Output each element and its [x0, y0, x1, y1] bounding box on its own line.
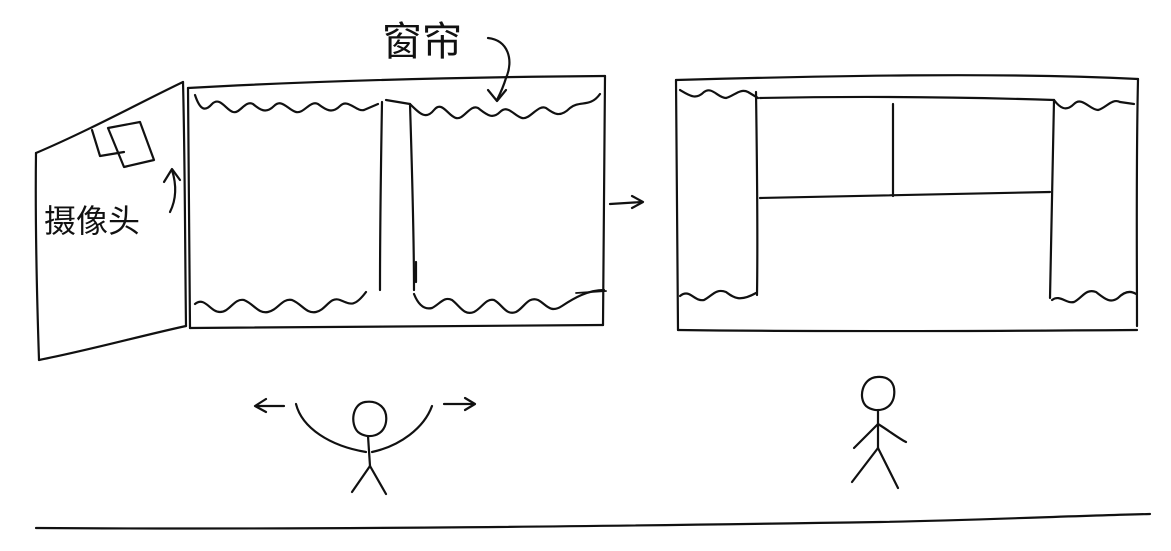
camera-icon: [92, 122, 154, 167]
left-curtain-left-panel: [195, 95, 382, 312]
floor-line: [36, 514, 1150, 529]
person-standing-figure: [852, 377, 906, 488]
left-curtain-right-panel: [386, 94, 606, 313]
person-gesturing-figure: [255, 398, 475, 494]
left-window: [188, 76, 605, 328]
right-curtain-left-panel: [680, 90, 758, 300]
right-curtain-right-panel: [1050, 100, 1136, 302]
right-window: [676, 75, 1138, 331]
right-window-frame: [760, 97, 1054, 198]
camera-label: 摄像头: [44, 202, 140, 240]
curtain-label: 窗帘: [382, 19, 462, 65]
curtain-label-arrow: [488, 38, 509, 101]
camera-label-arrow: [164, 169, 180, 212]
transition-arrow: [610, 196, 643, 208]
left-wall: [36, 82, 186, 360]
